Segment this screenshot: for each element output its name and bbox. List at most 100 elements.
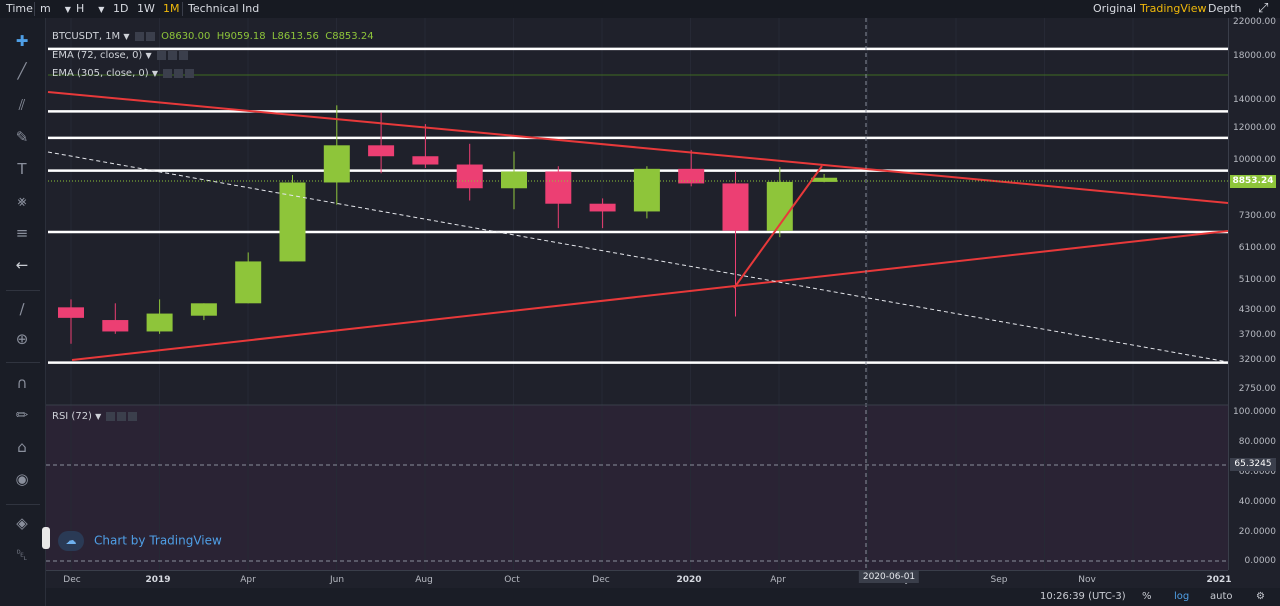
fullscreen-icon[interactable]: ⤢ [1258,1,1269,16]
horizontal-lines [48,47,1228,364]
close-square-icon[interactable] [178,50,188,60]
dashed-trendline [47,151,1228,363]
candle-body [58,307,84,318]
divider [182,2,183,16]
candle-body [102,320,129,332]
settings-square-icon[interactable] [167,50,177,60]
trash-icon[interactable]: ␡ [15,546,28,564]
crosshair-icon[interactable]: ✚ [15,32,29,50]
caret-down-icon: ▼ [123,32,130,41]
time-tick-label: Dec [592,575,610,585]
close-square-icon[interactable] [128,411,138,421]
back-arrow-icon[interactable]: ← [15,256,29,274]
auto-scale-button[interactable]: auto [1210,591,1233,602]
price-scale[interactable] [1228,18,1280,570]
hour-label: H [76,2,85,15]
divider [6,362,40,363]
top-bar: Time m ▼ H ▼ 1D 1W 1M Technical Ind Orig… [0,0,1280,18]
time-menu[interactable]: Time [6,2,33,15]
price-tick-label: 5100.00 [1238,275,1276,285]
bottom-bar: 10:26:39 (UTC-3) % log auto ⚙ [46,588,1280,606]
rsi-tick-label: 0.0000 [1244,556,1277,566]
brush-icon[interactable]: ✎ [15,128,29,146]
lock-icon[interactable]: ⌂ [17,438,27,456]
ema-305-legend[interactable]: EMA (305, close, 0) ▼ [52,68,195,79]
watermark-label: Chart by TradingView [94,533,222,548]
time-tick-label: Dec [63,575,81,585]
candle-body [146,313,173,332]
pattern-icon[interactable]: ⨳ [17,192,27,210]
gear-icon[interactable]: ⚙ [1256,591,1265,602]
settings-square-icon[interactable] [145,31,155,41]
candle-body [412,156,439,165]
ema-72-label: EMA (72, close, 0) [52,50,143,61]
view-tradingview-button[interactable]: TradingView [1140,2,1207,15]
tradingview-watermark[interactable]: ☁ Chart by TradingView [58,531,222,553]
ema-305-label: EMA (305, close, 0) [52,68,149,79]
caret-down-icon: ▼ [98,5,105,14]
crosshair-date-tag: 2020-06-01 [858,571,920,583]
settings-square-icon[interactable] [174,68,184,78]
candles [58,105,838,344]
pitchfork-icon[interactable]: ⫽ [18,96,26,114]
price-tick-label: 7300.00 [1238,211,1276,221]
magnet-icon[interactable]: ∩ [16,374,28,392]
ema-72-legend[interactable]: EMA (72, close, 0) ▼ [52,50,188,61]
price-tick-label: 10000.00 [1233,155,1276,165]
rsi-tick-label: 100.0000 [1233,407,1276,417]
rsi-legend[interactable]: RSI (72) ▼ [52,411,138,422]
eye-square-icon[interactable] [163,68,173,78]
price-chart[interactable] [46,18,1228,570]
layers-icon[interactable]: ◈ [16,514,28,532]
time-scale[interactable] [46,570,1228,588]
price-tick-label: 3700.00 [1238,330,1276,340]
price-tick-label: 2750.00 [1238,384,1276,394]
view-original-button[interactable]: Original [1093,2,1137,15]
lower-trendline [71,230,1228,361]
price-tick-label: 3200.00 [1238,355,1276,365]
time-tick-label: Apr [240,575,256,585]
interval-1d-button[interactable]: 1D [113,2,129,15]
text-icon[interactable]: T [17,160,27,178]
pane-resize-handle[interactable] [42,527,50,549]
time-tick-label: Nov [1078,575,1096,585]
trend-line-icon[interactable]: ╱ [17,62,27,80]
minute-label: m [40,2,51,15]
high-value: H9059.18 [216,31,266,42]
percent-scale-button[interactable]: % [1142,591,1152,602]
rsi-tick-label: 40.0000 [1238,497,1276,507]
interval-1m-button[interactable]: 1M [163,2,180,15]
upper-trendline [47,91,1228,204]
drawings [46,18,1228,570]
rsi-label: RSI (72) [52,411,92,422]
minute-interval-dropdown[interactable]: m ▼ [36,0,71,17]
time-tick-label: Oct [504,575,520,585]
log-scale-button[interactable]: log [1174,591,1190,602]
view-depth-button[interactable]: Depth [1208,2,1242,15]
candle-body [589,203,616,212]
eye-square-icon[interactable] [106,411,116,421]
rsi-tick-label: 60.0000 [1238,467,1276,477]
hour-interval-dropdown[interactable]: H ▼ [72,0,108,17]
open-value: O8630.00 [161,31,211,42]
caret-down-icon: ▼ [145,51,152,60]
eye-square-icon[interactable] [156,50,166,60]
grid [70,18,1134,570]
price-tick-label: 18000.00 [1233,51,1276,61]
technical-indicators-button[interactable]: Technical Ind [188,2,260,15]
candle-body [368,145,395,157]
close-square-icon[interactable] [185,68,195,78]
symbol-legend[interactable]: BTCUSDT, 1M ▼ O8630.00 H9059.18 L8613.56… [52,31,374,42]
interval-1w-button[interactable]: 1W [137,2,155,15]
fib-tool-icon[interactable]: ≡ [15,224,29,242]
eye-icon[interactable]: ◉ [15,470,29,488]
stay-in-drawing-icon[interactable]: ✏ [15,406,29,424]
settings-square-icon[interactable] [134,31,144,41]
drawing-toolbar: ✚ ╱ ⫽ ✎ T ⨳ ≡ ← ∕ ⊕ ∩ ✏ ⌂ ◉ ◈ ␡ [0,18,46,606]
rsi-value-tag: 65.3245 [1230,458,1276,471]
zoom-in-icon[interactable]: ⊕ [15,330,29,348]
settings-square-icon[interactable] [117,411,127,421]
divider [6,504,40,505]
ruler-icon[interactable]: ∕ [19,300,25,318]
close-value: C8853.24 [325,31,374,42]
